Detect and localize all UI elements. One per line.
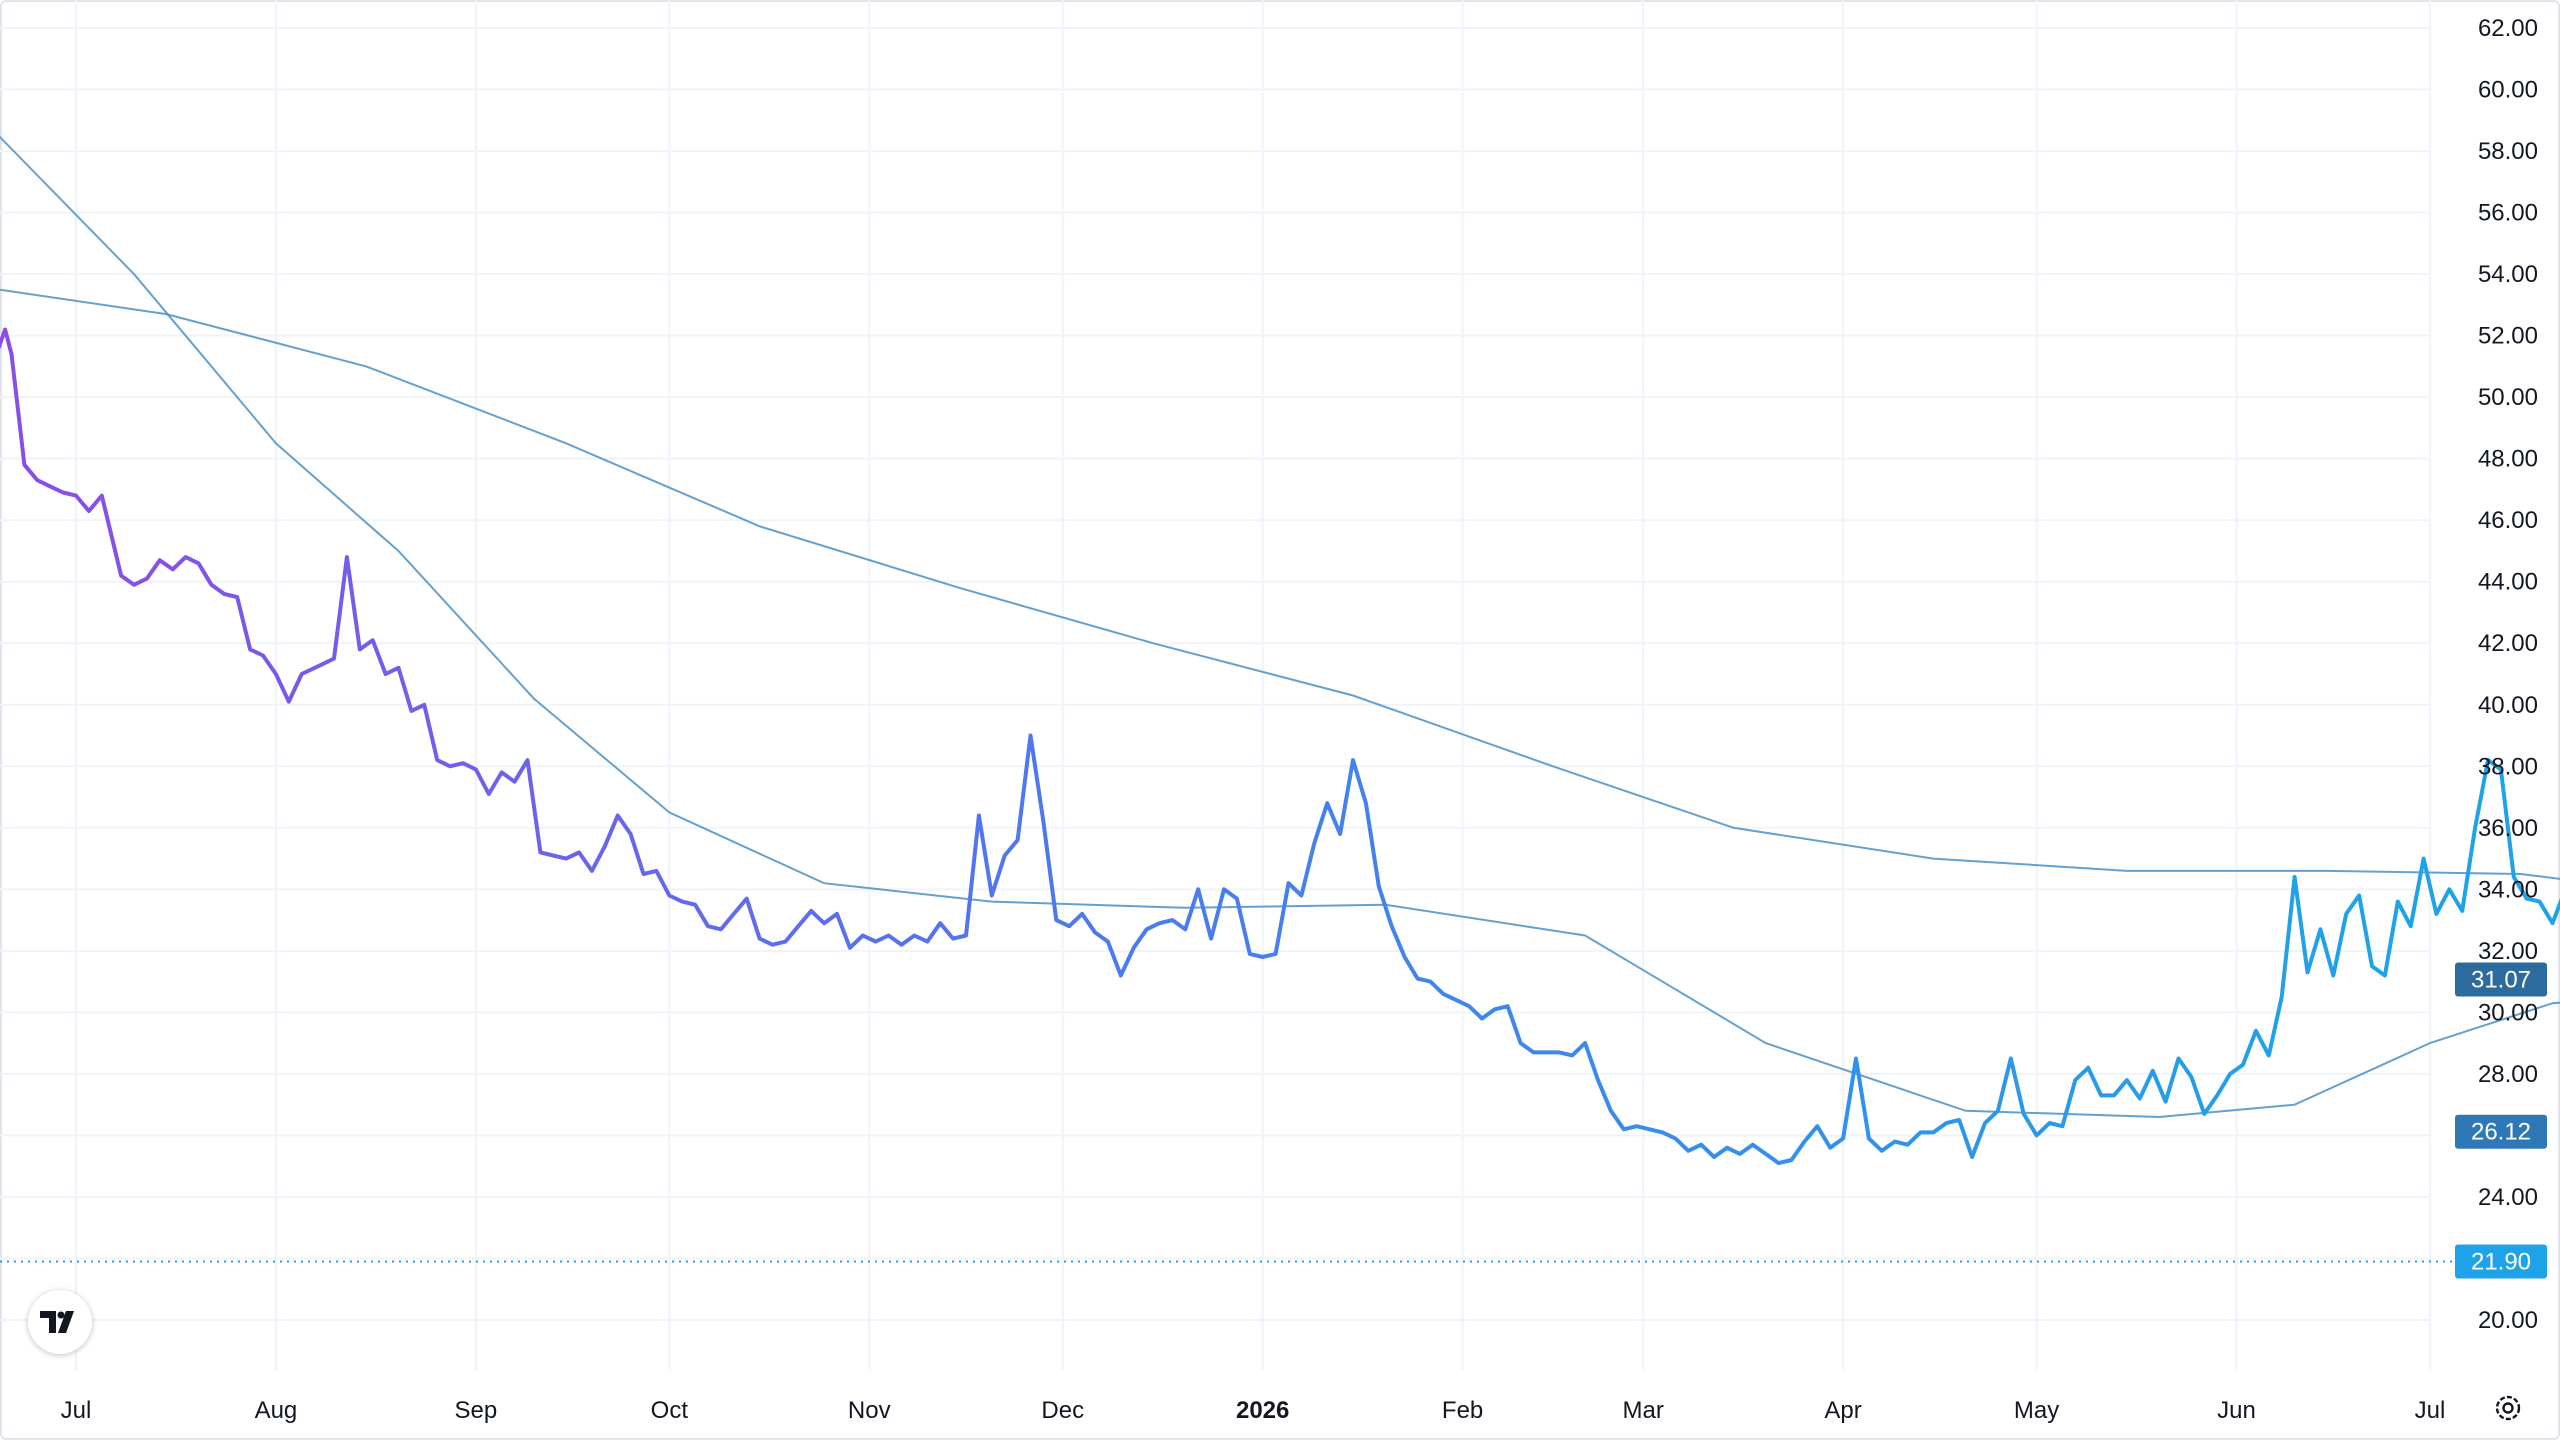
x-tick-label: Jul <box>2415 1397 2446 1424</box>
y-tick-label: 40.00 <box>2478 692 2538 719</box>
y-tick-label: 28.00 <box>2478 1061 2538 1088</box>
x-tick-label: Sep <box>455 1397 498 1424</box>
y-tick-label: 44.00 <box>2478 569 2538 596</box>
y-tick-label: 32.00 <box>2478 938 2538 965</box>
grid <box>0 0 2431 1370</box>
y-tick-label: 52.00 <box>2478 323 2538 350</box>
x-tick-label: Mar <box>1623 1397 1664 1424</box>
price-line <box>0 327 2560 1166</box>
moving-averages <box>0 135 2560 1119</box>
gear-icon <box>2495 1395 2521 1421</box>
y-axis: 62.00 60.00 58.00 56.00 54.00 52.00 50.00 48.00… <box>2478 15 2538 1334</box>
price-badge <box>2455 1114 2547 1149</box>
x-tick-label: 2026 <box>1236 1397 1289 1424</box>
moving-average-long-line <box>0 288 2560 880</box>
tradingview-logo[interactable] <box>28 1290 92 1354</box>
y-tick-label: 62.00 <box>2478 15 2538 42</box>
x-tick-label: Oct <box>651 1397 689 1424</box>
y-tick-label: 46.00 <box>2478 507 2538 534</box>
price-badge-label: 21.90 <box>2471 1249 2531 1276</box>
y-tick-label: 58.00 <box>2478 138 2538 165</box>
x-tick-label: Nov <box>848 1397 891 1424</box>
price-badge <box>2455 1244 2547 1279</box>
y-tick-label: 24.00 <box>2478 1184 2538 1211</box>
x-tick-label: Jul <box>61 1397 92 1424</box>
tradingview-logo-icon <box>40 1311 74 1333</box>
price-badge-label: 31.07 <box>2471 966 2531 993</box>
y-tick-label: 50.00 <box>2478 384 2538 411</box>
y-tick-label: 42.00 <box>2478 630 2538 657</box>
x-tick-label: May <box>2014 1397 2059 1424</box>
x-tick-label: Dec <box>1041 1397 1084 1424</box>
y-tick-label: 20.00 <box>2478 1307 2538 1334</box>
price-labels: 31.07 26.12 21.90 <box>2455 962 2547 1279</box>
price-badge <box>2455 962 2547 997</box>
settings-gear-icon[interactable] <box>2490 1390 2526 1426</box>
price-badge-label: 26.12 <box>2471 1119 2531 1146</box>
moving-average-short-line <box>0 135 2560 1119</box>
x-tick-label: Apr <box>1824 1397 1861 1424</box>
y-tick-label: 34.00 <box>2478 876 2538 903</box>
x-tick-label: Aug <box>255 1397 298 1424</box>
y-tick-label: 36.00 <box>2478 815 2538 842</box>
x-tick-label: Jun <box>2217 1397 2256 1424</box>
y-tick-label: 56.00 <box>2478 200 2538 227</box>
price-series <box>0 327 2560 1263</box>
y-tick-label: 48.00 <box>2478 446 2538 473</box>
x-axis[interactable]: Jul Aug Sep Oct Nov Dec 2026 Feb Mar Apr May Jun Jul <box>61 1397 2446 1424</box>
y-tick-label: 30.00 <box>2478 999 2538 1026</box>
y-tick-label: 54.00 <box>2478 261 2538 288</box>
x-tick-label: Feb <box>1442 1397 1483 1424</box>
y-tick-label: 38.00 <box>2478 753 2538 780</box>
y-tick-label: 60.00 <box>2478 77 2538 104</box>
